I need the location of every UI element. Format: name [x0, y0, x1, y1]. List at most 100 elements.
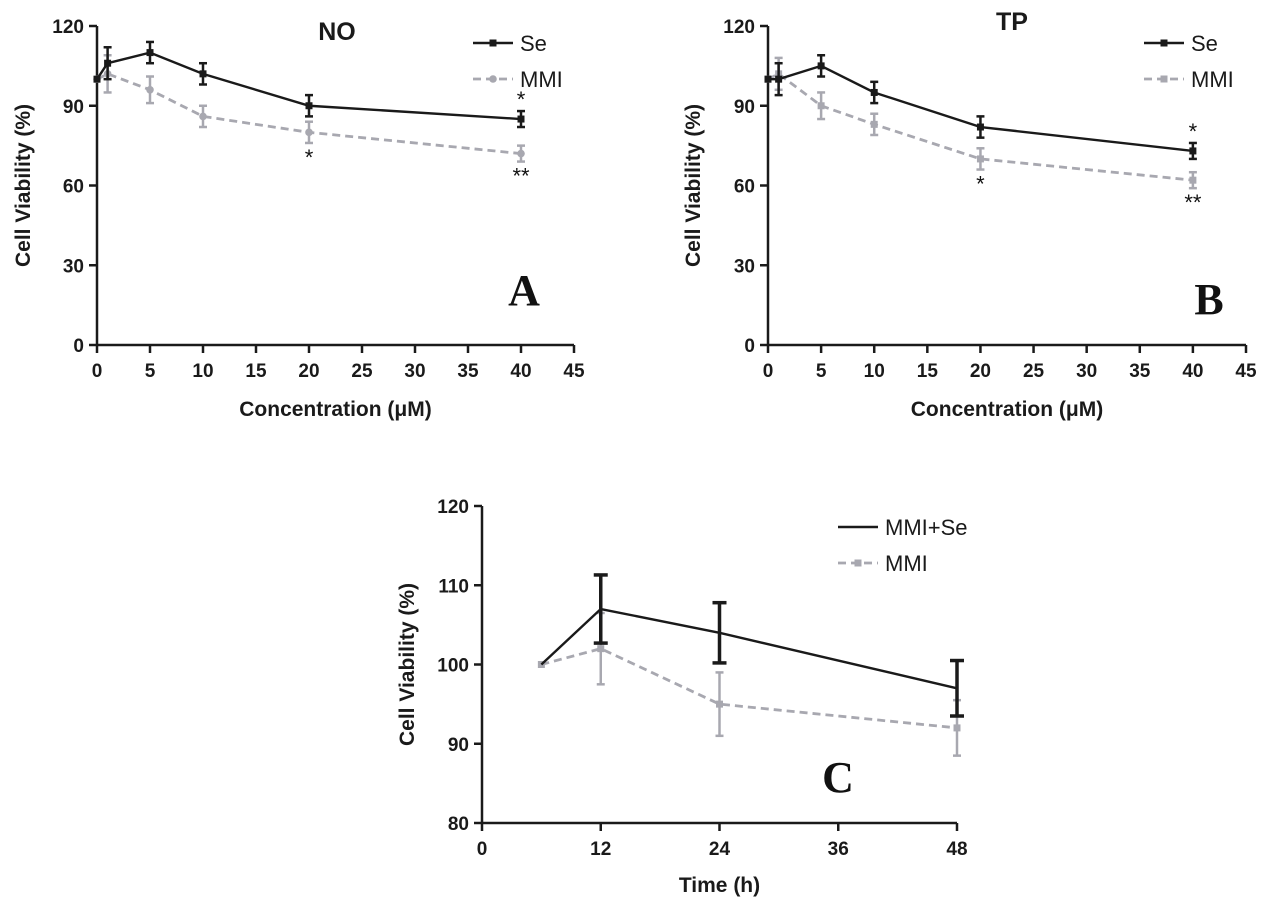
chart-panel-c: 80 90 100 110 120 0 12 24 36 48 Time (h) Cell Viabi…	[396, 497, 968, 897]
series-se	[764, 53, 1197, 161]
legend-label: Se	[520, 31, 547, 56]
y-tick-label: 120	[723, 17, 755, 38]
significance-marker: *	[305, 145, 314, 170]
y-tick-label: 100	[437, 656, 469, 677]
x-tick-label: 40	[510, 361, 531, 382]
x-tick-label: 35	[457, 361, 479, 382]
data-point	[199, 70, 207, 78]
series-line	[541, 647, 958, 730]
significance-marker: **	[512, 164, 530, 189]
data-point	[305, 128, 313, 137]
y-tick-label: 90	[448, 735, 469, 756]
panel-letter: C	[822, 753, 854, 802]
y-tick-label: 0	[73, 336, 84, 357]
chart-title: NO	[318, 18, 356, 46]
y-tick-label: 30	[63, 256, 84, 277]
legend-marker	[489, 75, 497, 83]
data-point	[764, 75, 772, 83]
x-tick-label: 24	[709, 839, 731, 860]
y-tick-label: 0	[744, 336, 755, 357]
significance-marker: **	[1184, 190, 1202, 215]
data-point	[517, 115, 525, 123]
x-tick-label: 25	[351, 361, 373, 382]
x-tick-label: 10	[864, 361, 885, 382]
x-tick-label: 12	[590, 839, 611, 860]
data-point	[870, 88, 878, 96]
data-point	[817, 102, 825, 110]
x-tick-label: 0	[477, 839, 488, 860]
legend-marker	[489, 39, 497, 47]
legend-label: Se	[1191, 31, 1218, 56]
data-point	[146, 49, 154, 57]
x-tick-label: 10	[192, 361, 213, 382]
x-tick-label: 45	[1235, 361, 1257, 382]
x-tick-label: 40	[1182, 361, 1203, 382]
panel-letter: B	[1194, 275, 1223, 324]
x-tick-label: 0	[92, 361, 103, 382]
legend-label: MMI	[1191, 67, 1234, 92]
y-axis-label: Cell Viability (%)	[682, 104, 705, 267]
x-tick-label: 15	[917, 361, 939, 382]
data-point	[305, 102, 313, 110]
x-tick-label: 25	[1023, 361, 1045, 382]
y-axis-label: Cell Viability (%)	[12, 104, 35, 267]
legend-marker	[1160, 39, 1168, 47]
legend-marker	[1160, 75, 1168, 83]
x-tick-label: 0	[763, 361, 774, 382]
x-tick-label: 15	[245, 361, 267, 382]
data-point	[1189, 176, 1197, 184]
x-axis-label: Time (h)	[679, 874, 760, 897]
legend-label: MMI	[885, 551, 928, 576]
series-line	[540, 607, 958, 690]
chart-panel-a: 0 30 60 90 120 0 5 10 15 20 25 30 35 40 45 Concentratio…	[12, 17, 585, 421]
legend-entry: MMI+Se	[838, 515, 968, 540]
series-se	[93, 40, 525, 129]
x-axis-label: Concentration (μM)	[239, 398, 432, 421]
x-tick-label: 35	[1129, 361, 1151, 382]
legend-label: MMI	[520, 67, 563, 92]
y-tick-label: 120	[52, 17, 84, 38]
legend-entry: MMI	[1144, 67, 1234, 92]
x-tick-label: 30	[1076, 361, 1097, 382]
y-tick-label: 90	[63, 97, 84, 118]
panel-letter: A	[508, 266, 540, 315]
y-tick-label: 90	[734, 97, 755, 118]
x-tick-label: 30	[404, 361, 425, 382]
data-point	[817, 62, 825, 70]
data-point	[597, 645, 605, 653]
significance-marker: *	[517, 87, 526, 112]
data-point	[199, 112, 207, 121]
data-point	[716, 700, 723, 708]
y-tick-label: 30	[734, 256, 755, 277]
series-mmi-se	[540, 573, 964, 718]
x-tick-label: 20	[970, 361, 991, 382]
x-tick-label: 5	[145, 361, 156, 382]
data-point	[976, 155, 984, 163]
data-point	[93, 75, 101, 83]
data-point	[953, 724, 961, 732]
y-tick-label: 120	[437, 497, 469, 518]
legend-entry: Se	[473, 31, 547, 56]
data-point	[1189, 147, 1197, 155]
y-tick-label: 60	[734, 177, 755, 198]
x-tick-label: 5	[816, 361, 827, 382]
chart-title: TP	[996, 8, 1028, 36]
x-tick-label: 20	[298, 361, 319, 382]
x-tick-label: 45	[563, 361, 585, 382]
data-point	[517, 149, 525, 158]
series-line	[767, 72, 1194, 182]
legend-entry: MMI	[838, 551, 928, 576]
data-point	[870, 120, 878, 128]
legend-label: MMI+Se	[885, 515, 968, 540]
x-axis-label: Concentration (μM)	[911, 398, 1104, 421]
data-point	[775, 75, 783, 83]
chart-panel-b: 0 30 60 90 120 0 5 10 15 20 25 30 35 40 45 Concentratio…	[682, 8, 1257, 421]
y-tick-label: 110	[438, 576, 469, 597]
significance-marker: *	[976, 172, 985, 197]
legend-entry: Se	[1144, 31, 1218, 56]
legend-entry: MMI	[473, 67, 563, 92]
x-tick-label: 48	[946, 839, 967, 860]
y-tick-label: 80	[448, 814, 469, 835]
data-point	[104, 59, 112, 67]
